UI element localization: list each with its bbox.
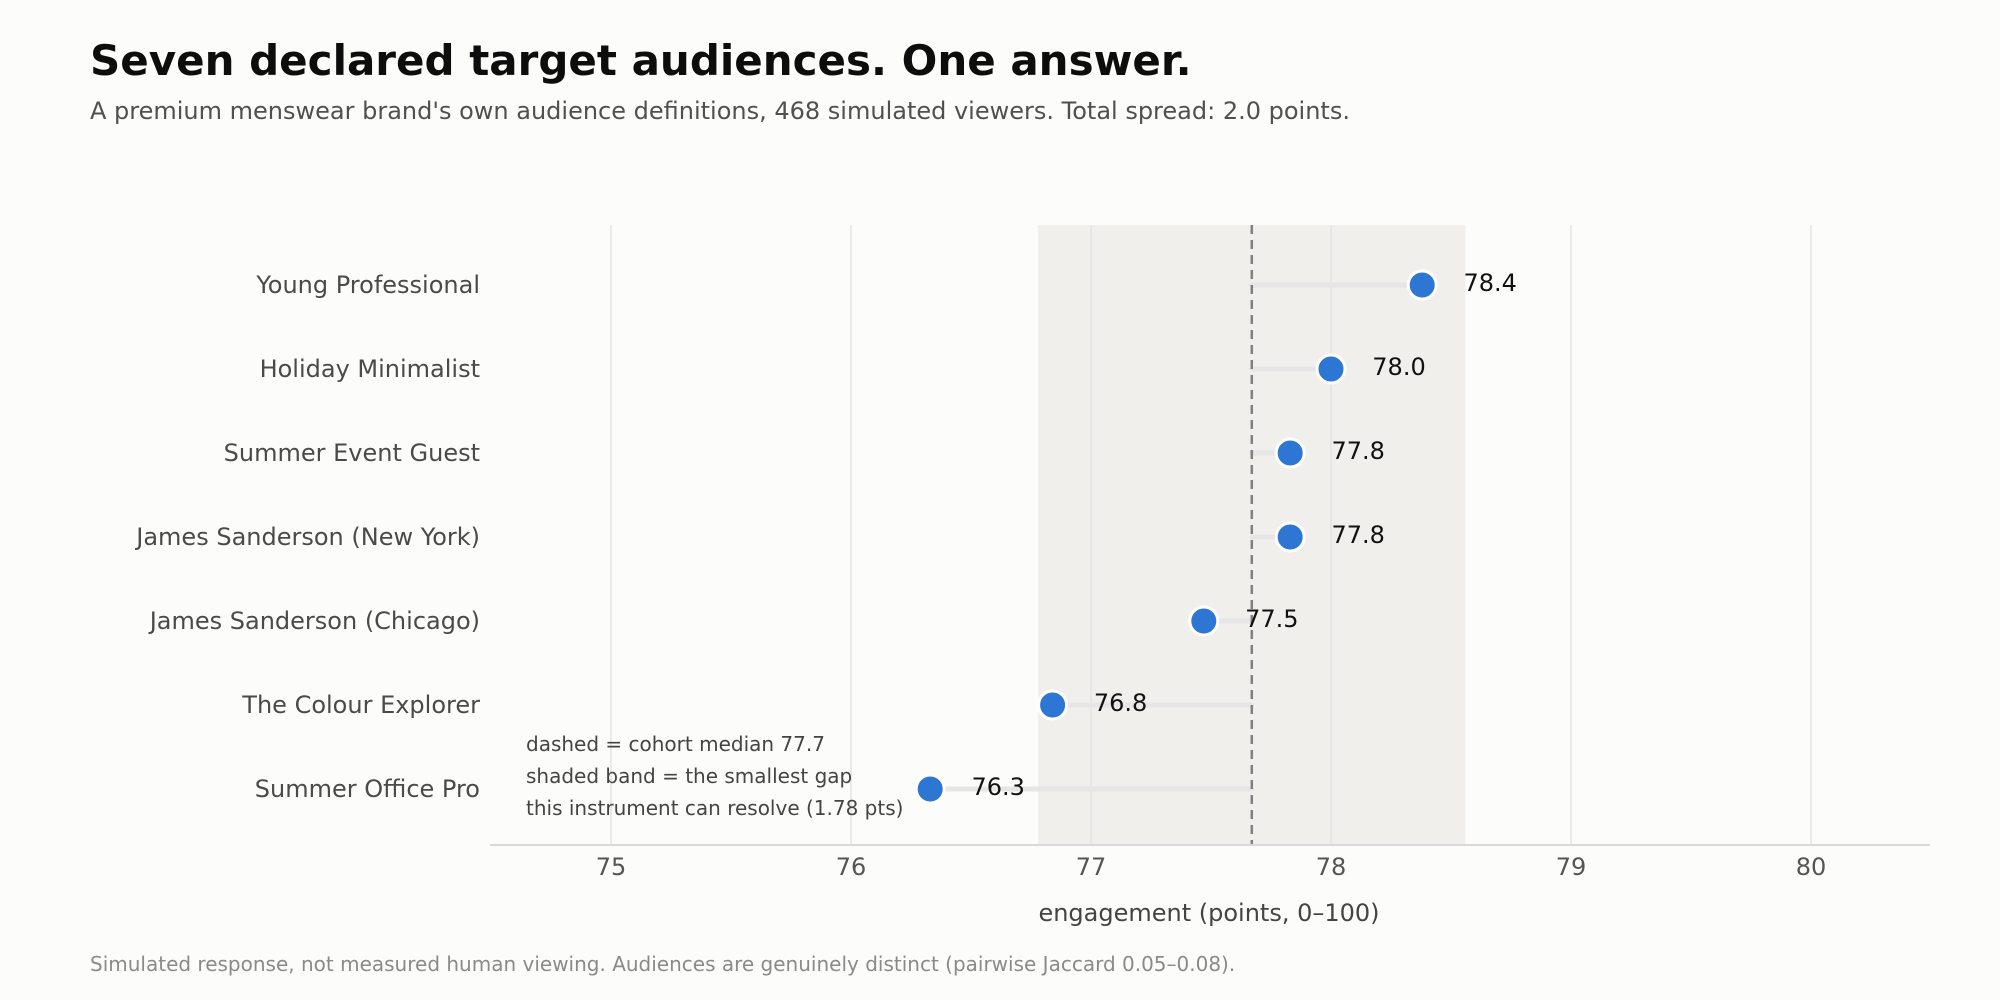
annotation-line: dashed = cohort median 77.7 (526, 732, 825, 756)
category-label: James Sanderson (New York) (134, 523, 480, 551)
category-label: Young Professional (255, 271, 480, 299)
data-label: 78.4 (1463, 269, 1516, 297)
data-label: 76.8 (1094, 689, 1147, 717)
data-point (1315, 353, 1347, 385)
data-point (914, 773, 946, 805)
data-label: 77.8 (1331, 521, 1384, 549)
data-label: 77.5 (1245, 605, 1298, 633)
x-tick-label: 75 (596, 853, 627, 881)
x-tick-label: 77 (1076, 853, 1107, 881)
x-tick-label: 78 (1316, 853, 1347, 881)
data-point (1274, 521, 1306, 553)
data-point-layer (914, 269, 1438, 805)
data-point (1406, 269, 1438, 301)
value-label-layer: 78.4 78.0 77.8 77.8 77.5 76.8 76.3 (971, 269, 1516, 801)
category-label-layer: Young Professional Holiday Minimalist Summ… (134, 271, 480, 803)
category-label: Summer Office Pro (255, 775, 480, 803)
x-tick-label: 79 (1556, 853, 1587, 881)
data-label: 77.8 (1331, 437, 1384, 465)
category-label: The Colour Explorer (241, 691, 480, 719)
x-tick-label: 80 (1796, 853, 1827, 881)
category-label: Summer Event Guest (224, 439, 480, 467)
gridline-layer (610, 225, 1812, 845)
annotation-note: dashed = cohort median 77.7 shaded band =… (526, 732, 903, 820)
stem-layer (927, 282, 1425, 792)
annotation-line: this instrument can resolve (1.78 pts) (526, 796, 903, 820)
data-label: 76.3 (971, 773, 1024, 801)
data-point (1037, 689, 1069, 721)
x-axis-title: engagement (points, 0–100) (1038, 899, 1379, 927)
annotation-line: shaded band = the smallest gap (526, 764, 852, 788)
data-label: 78.0 (1372, 353, 1425, 381)
footnote: Simulated response, not measured human v… (90, 952, 1236, 976)
data-point (1274, 437, 1306, 469)
x-axis: 75 76 77 78 79 80 (490, 844, 1930, 881)
x-tick-label: 76 (836, 853, 867, 881)
category-label: James Sanderson (Chicago) (148, 607, 480, 635)
data-point (1188, 605, 1220, 637)
category-label: Holiday Minimalist (260, 355, 480, 383)
chart-subtitle: A premium menswear brand's own audience … (90, 97, 1350, 125)
chart-title: Seven declared target audiences. One ans… (90, 36, 1192, 85)
